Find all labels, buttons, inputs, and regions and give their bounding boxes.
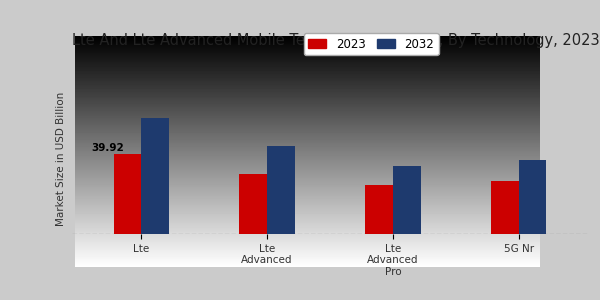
Legend: 2023, 2032: 2023, 2032 [304, 33, 439, 55]
Y-axis label: Market Size in USD Billion: Market Size in USD Billion [56, 92, 67, 226]
Bar [267, 146, 295, 234]
Text: Lte And Lte Advanced Mobile Technologies Market, By Technology, 2023 & 20: Lte And Lte Advanced Mobile Technologies… [72, 33, 600, 48]
Bar [491, 181, 519, 234]
Bar [239, 174, 267, 234]
Bar [393, 166, 421, 234]
Bar [141, 118, 169, 234]
Bar [113, 154, 141, 234]
Bar [519, 160, 547, 234]
Text: 39.92: 39.92 [91, 143, 124, 153]
Bar [365, 185, 393, 234]
